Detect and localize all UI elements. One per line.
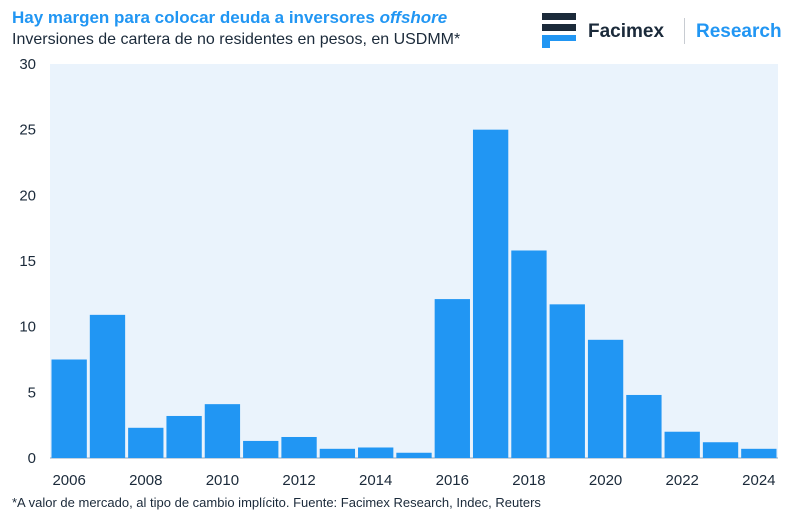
- bar-2020: [587, 339, 624, 458]
- bar-2023: [702, 442, 739, 458]
- brand-divider: [684, 18, 685, 44]
- bar-2013: [319, 448, 356, 458]
- plot-area: [50, 64, 778, 458]
- facimex-logo-icon: [542, 13, 576, 48]
- x-tick-label: 2006: [52, 472, 85, 489]
- bar-2008: [128, 427, 164, 458]
- bar-2010: [204, 404, 241, 458]
- x-tick-label: 2016: [436, 472, 469, 489]
- brand-name: Facimex: [588, 21, 665, 42]
- bar-2016: [434, 299, 470, 458]
- y-tick-label: 25: [19, 122, 36, 139]
- y-tick-label: 30: [19, 56, 36, 73]
- bar-2024: [741, 448, 777, 458]
- bar-2018: [511, 250, 547, 458]
- y-axis: 0 5 10 15 20 25 30: [19, 56, 36, 467]
- y-tick-label: 20: [19, 187, 36, 204]
- chart-subtitle: Inversiones de cartera de no residentes …: [12, 31, 461, 48]
- bar-series: [51, 129, 777, 459]
- y-tick-label: 15: [19, 253, 36, 270]
- chart-title-emphasis: offshore: [379, 8, 448, 27]
- x-tick-label: 2020: [589, 472, 622, 489]
- bar-2007: [89, 314, 126, 458]
- bar-2012: [281, 436, 317, 458]
- y-tick-label: 5: [28, 384, 36, 401]
- bar-2011: [243, 440, 279, 458]
- x-tick-label: 2010: [206, 472, 239, 489]
- bar-2017: [472, 129, 509, 459]
- bar-2014: [358, 447, 394, 458]
- bar-2022: [664, 431, 700, 458]
- x-tick-label: 2018: [512, 472, 545, 489]
- bar-2006: [51, 359, 87, 458]
- x-tick-label: 2024: [742, 472, 775, 489]
- x-tick-label: 2014: [359, 472, 392, 489]
- brand-division: Research: [696, 21, 782, 42]
- bar-2015: [396, 452, 432, 458]
- chart-title-text: Hay margen para colocar deuda a inversor…: [12, 8, 380, 27]
- x-axis: 2006 2008 2010 2012 2014 2016 2018 2020 2022 2024: [52, 472, 775, 489]
- x-tick-label: 2022: [666, 472, 699, 489]
- x-tick-label: 2008: [129, 472, 162, 489]
- bar-2009: [166, 415, 202, 458]
- chart-title: Hay margen para colocar deuda a inversor…: [12, 8, 447, 28]
- y-tick-label: 10: [19, 319, 36, 336]
- footnote: *A valor de mercado, al tipo de cambio i…: [12, 495, 541, 510]
- y-tick-label: 0: [28, 450, 36, 467]
- x-tick-label: 2012: [282, 472, 315, 489]
- bar-2021: [626, 394, 662, 458]
- bar-2019: [549, 304, 585, 458]
